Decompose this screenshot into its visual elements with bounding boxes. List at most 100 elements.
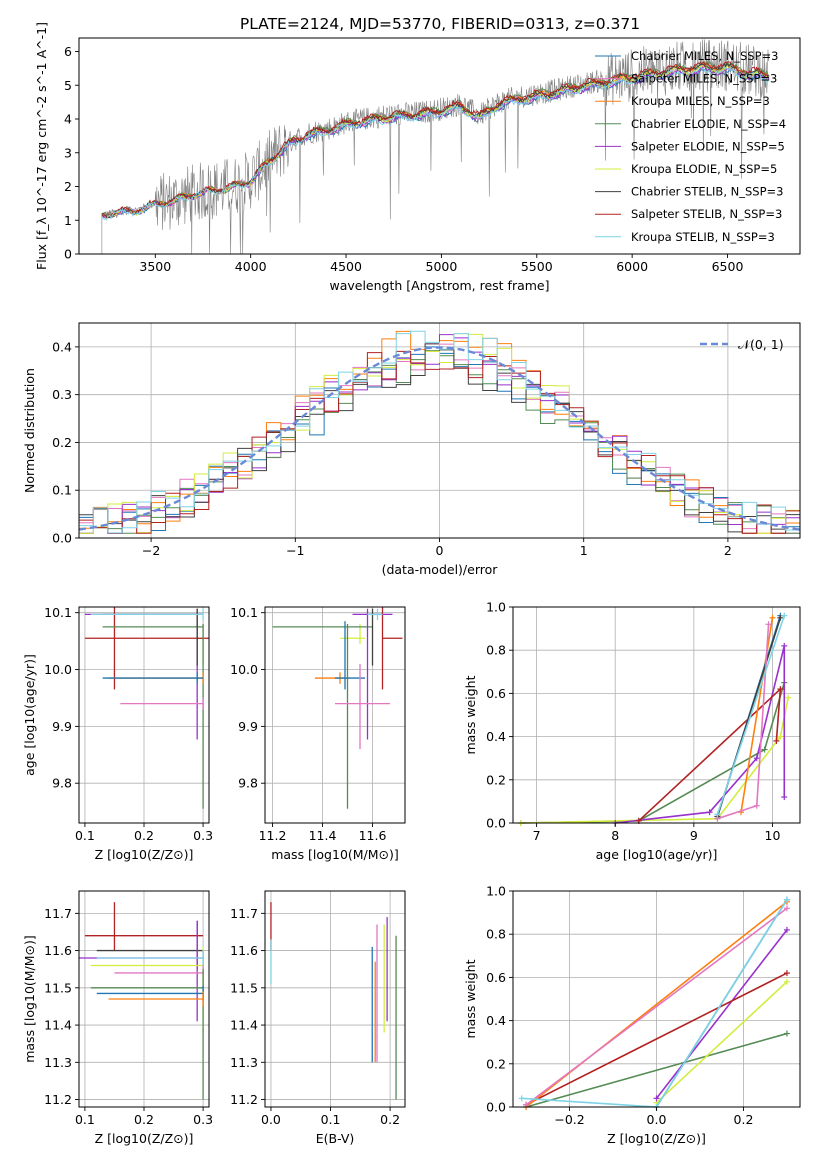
panel-age_vs_mass: 11.2 11.4 11.6 9.8 9.9 10.0 10.1 mass [log10(M/… <box>230 605 406 862</box>
x-tick-label: 5500 <box>521 259 553 274</box>
spectrum-lines <box>101 39 770 254</box>
x-axis-label: Z [log10(Z/Z⊙)] <box>95 847 194 862</box>
x-tick-label: 0.1 <box>321 1112 341 1127</box>
model-spectrum-line <box>101 60 770 219</box>
weight-series-line <box>716 615 786 815</box>
y-tick-label: 10.0 <box>44 662 72 677</box>
y-tick-label: 3 <box>64 145 72 160</box>
panel-residuals: −2 −1 0 1 2 0.0 0.1 0.2 0.3 0.4 (data-model)/error… <box>22 322 801 577</box>
x-tick-label: 8 <box>611 828 619 843</box>
y-axis-label: mass [log10(M/M⊙)] <box>22 935 37 1063</box>
weight-series-line <box>655 929 788 1099</box>
x-tick-label: 0.1 <box>75 828 95 843</box>
panel-massweight_vs_Z: −0.2 0.0 0.2 0.0 0.2 0.4 0.6 0.8 1.0 Z [log10(Z/Z… <box>463 884 801 1146</box>
x-tick-label: 2 <box>724 543 732 558</box>
x-tick-label: 11.6 <box>359 828 387 843</box>
y-tick-label: 0.4 <box>486 1013 506 1028</box>
x-tick-label: 0.2 <box>734 1112 754 1127</box>
y-tick-label: 11.4 <box>44 1018 72 1033</box>
x-tick-label: 0.0 <box>647 1112 667 1127</box>
y-tick-label: 1.0 <box>486 884 506 899</box>
y-tick-label: 11.3 <box>230 1055 258 1070</box>
y-tick-label: 9.8 <box>52 776 72 791</box>
errorbar-point <box>96 950 204 966</box>
errorbar-point <box>84 607 209 690</box>
x-tick-label: 10 <box>765 828 781 843</box>
x-tick-label: 4500 <box>330 259 362 274</box>
x-tick-label: 5000 <box>426 259 458 274</box>
errorbar-point <box>108 991 204 1007</box>
x-tick-label: 0.3 <box>193 828 213 843</box>
x-tick-label: 1 <box>580 543 588 558</box>
y-tick-label: 2 <box>64 179 72 194</box>
y-tick-label: 0.2 <box>486 1056 506 1071</box>
y-axis-label: Flux [f_λ 10^-17 erg cm^-2 s^-1 A^-1] <box>34 22 49 270</box>
errorbar-point <box>102 624 204 809</box>
y-axis-label: mass weight <box>463 675 478 754</box>
axes-frame <box>78 37 801 255</box>
y-tick-label: 6 <box>64 44 72 59</box>
panel-massweight_vs_age: 7 8 9 10 0.0 0.2 0.4 0.6 0.8 1.0 age [log10(age/yr… <box>463 600 801 862</box>
x-tick-label: 9 <box>690 828 698 843</box>
y-tick-label: 11.4 <box>230 1018 258 1033</box>
y-tick-label: 0.6 <box>486 686 506 701</box>
y-tick-label: 0.2 <box>486 772 506 787</box>
histograms <box>79 330 800 534</box>
errorbars <box>84 607 209 809</box>
errorbar-point <box>381 607 403 690</box>
axes-frame <box>264 890 406 1108</box>
y-tick-label: 9.9 <box>52 719 72 734</box>
legend-label: Salpeter ELODIE, N_SSP=5 <box>631 139 785 153</box>
errorbars <box>272 607 403 809</box>
weight-series-line <box>525 972 788 1106</box>
y-tick-label: 11.6 <box>230 943 258 958</box>
errorbar-point <box>120 697 204 710</box>
y-tick-label: 0.4 <box>52 339 72 354</box>
y-tick-label: 11.7 <box>44 906 72 921</box>
x-axis-label: E(B-V) <box>316 1131 355 1146</box>
errorbar-point <box>90 608 204 621</box>
legend-label: Kroupa MILES, N_SSP=3 <box>631 94 770 108</box>
x-tick-label: 7 <box>533 828 541 843</box>
y-tick-label: 0.8 <box>486 643 506 658</box>
axes-frame <box>264 606 406 824</box>
x-tick-label: 0.0 <box>261 1112 281 1127</box>
y-tick-label: 0.2 <box>52 435 72 450</box>
y-tick-label: 9.9 <box>238 719 258 734</box>
errorbar-point <box>367 608 383 621</box>
x-tick-label: 6500 <box>712 259 744 274</box>
y-tick-label: 5 <box>64 78 72 93</box>
errorbar-point <box>335 663 390 750</box>
x-tick-label: 11.2 <box>259 828 287 843</box>
y-tick-label: 0.0 <box>486 816 506 831</box>
panel-spectrum: 3500 4000 4500 5000 5500 6000 6500 0 1 2 3 4 5 6 wavel… <box>34 22 801 293</box>
weight-lines <box>517 612 792 826</box>
errorbar-point <box>102 672 204 684</box>
x-tick-label: 0.2 <box>134 1112 154 1127</box>
x-axis-label: mass [log10(M/M⊙)] <box>271 847 399 862</box>
weight-series-line <box>655 981 788 1104</box>
x-tick-label: 11.4 <box>309 828 337 843</box>
x-tick-label: 0.2 <box>380 1112 400 1127</box>
weight-series-line <box>525 907 788 1106</box>
y-tick-label: 11.7 <box>230 906 258 921</box>
x-axis-label: wavelength [Angstrom, rest frame] <box>329 278 549 293</box>
legend-label: Kroupa ELODIE, N_SSP=5 <box>631 162 777 176</box>
x-axis-label: (data-model)/error <box>382 562 499 577</box>
y-tick-label: 0.4 <box>486 729 506 744</box>
histogram-line <box>79 350 800 534</box>
weight-series-line <box>525 1032 788 1108</box>
axes-frame <box>512 606 801 824</box>
figure-title: PLATE=2124, MJD=53770, FIBERID=0313, z=0… <box>240 15 640 33</box>
x-tick-label: 0.2 <box>134 828 154 843</box>
model-spectrum-line <box>101 60 770 219</box>
y-tick-label: 9.8 <box>238 776 258 791</box>
legend-label: Salpeter STELIB, N_SSP=3 <box>631 207 782 221</box>
y-axis-label: mass weight <box>463 959 478 1038</box>
histogram-line <box>79 333 800 534</box>
legend-label: Chabrier STELIB, N_SSP=3 <box>631 185 783 199</box>
y-tick-label: 0.1 <box>52 483 72 498</box>
legend-label: Salpeter MILES, N_SSP=3 <box>631 72 777 86</box>
panel-mass_vs_Z: 0.1 0.2 0.3 11.2 11.3 11.4 11.5 11.6 11.7 Z [log1… <box>22 890 213 1146</box>
